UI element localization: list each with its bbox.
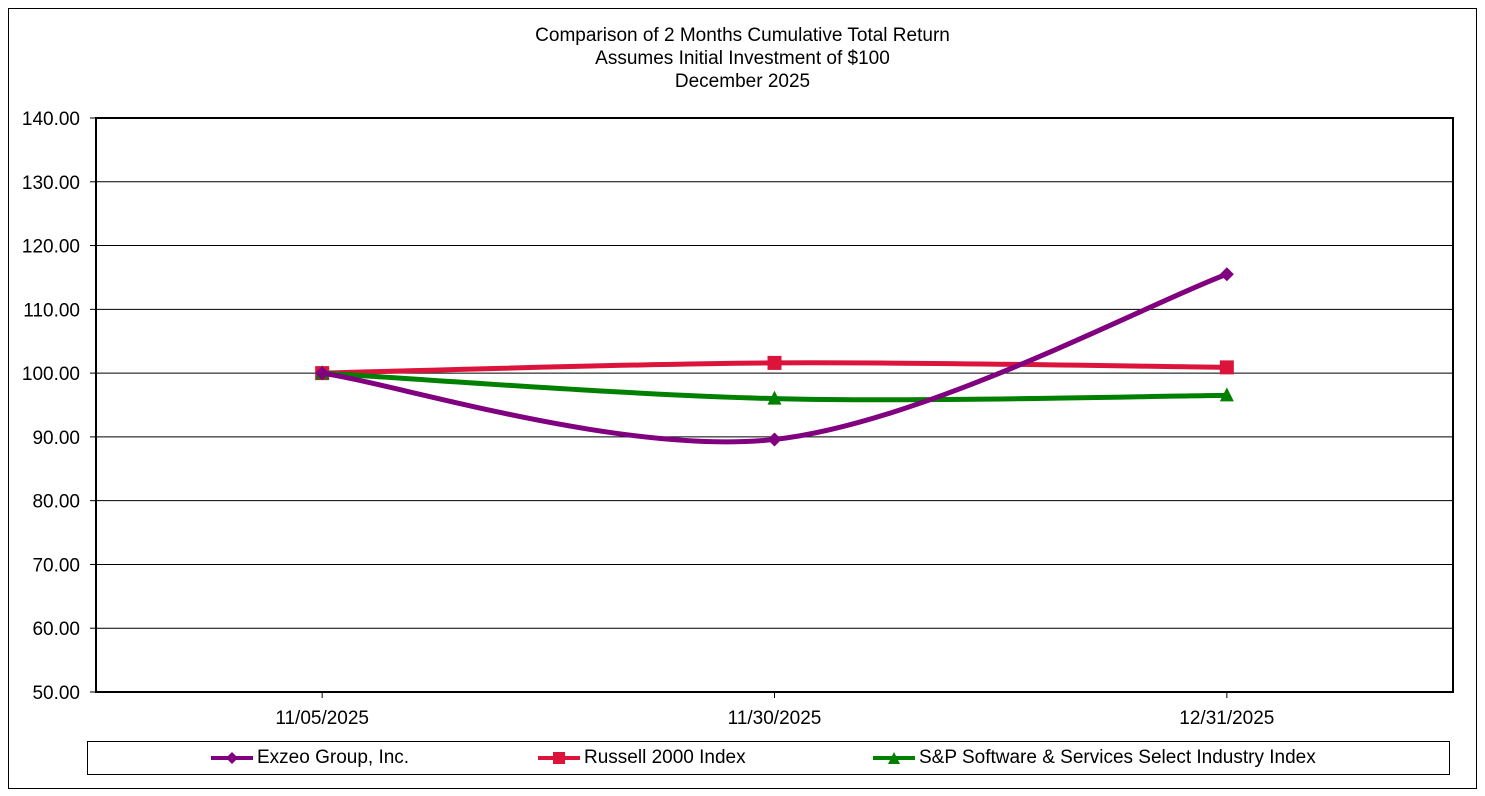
legend-item-sp-software: S&P Software & Services Select Industry … [871, 742, 1316, 774]
y-tick-label: 120.00 [22, 237, 80, 258]
data-point-diamond [767, 432, 782, 447]
y-tick-label: 70.00 [32, 555, 80, 576]
chart-title: Comparison of 2 Months Cumulative Total … [0, 24, 1485, 93]
legend-label-exzeo: Exzeo Group, Inc. [257, 747, 410, 768]
data-point-diamond [1219, 267, 1234, 282]
square-marker-icon [538, 752, 580, 764]
legend-item-russell: Russell 2000 Index [536, 742, 746, 774]
y-tick-label: 80.00 [32, 492, 80, 513]
chart-title-line-1: Comparison of 2 Months Cumulative Total … [535, 25, 950, 46]
y-tick-label: 110.00 [23, 300, 80, 321]
data-point-square [767, 355, 782, 370]
x-tick-label: 11/30/2025 [728, 708, 822, 729]
data-point-diamond [315, 366, 330, 381]
y-tick-label: 130.00 [22, 173, 80, 194]
y-tick-label: 100.00 [22, 364, 80, 385]
y-tick-label: 90.00 [32, 428, 80, 449]
series-0 [315, 267, 1234, 447]
plot-area [95, 117, 1454, 693]
y-tick-label: 50.00 [32, 683, 80, 704]
legend-label-sp-software: S&P Software & Services Select Industry … [919, 747, 1316, 768]
gridlines [96, 117, 1453, 693]
series-1 [315, 355, 1234, 381]
y-tick-label: 140.00 [22, 109, 80, 130]
diamond-marker-icon [211, 752, 253, 764]
data-point-square [1219, 360, 1234, 375]
x-tick-label: 11/05/2025 [275, 708, 369, 729]
chart-title-line-3: December 2025 [674, 71, 811, 92]
legend-label-russell: Russell 2000 Index [584, 747, 746, 768]
data-point-triangle [767, 390, 782, 405]
chart-title-line-2: Assumes Initial Investment of $100 [595, 48, 890, 69]
series-group [315, 267, 1234, 447]
y-axis: 50.00 60.00 70.00 80.00 90.00 100.00 110.00 120… [22, 109, 96, 704]
data-point-triangle [1219, 387, 1234, 402]
x-axis: 11/05/2025 11/30/2025 12/31/2025 [275, 692, 1274, 729]
legend: Exzeo Group, Inc. Russell 2000 Index S&P… [87, 741, 1450, 775]
triangle-marker-icon [873, 752, 915, 764]
x-tick-label: 12/31/2025 [1179, 708, 1274, 729]
y-tick-label: 60.00 [32, 619, 80, 640]
legend-item-exzeo: Exzeo Group, Inc. [209, 742, 409, 774]
